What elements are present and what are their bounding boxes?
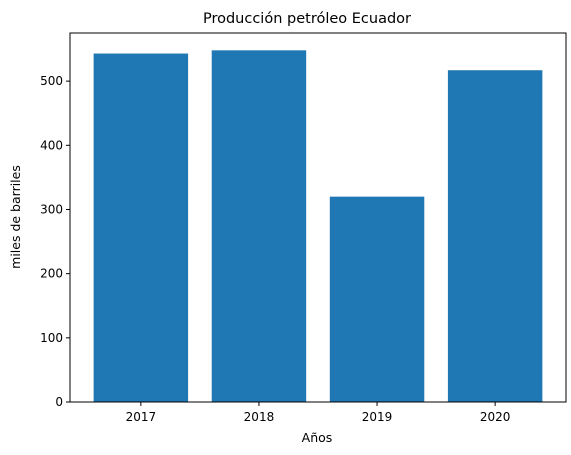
x-axis-ticks: 2017 2018 2019 2020 — [126, 402, 511, 424]
y-tick-label: 500 — [40, 74, 63, 88]
x-tick-label: 2017 — [126, 410, 157, 424]
y-tick-label: 0 — [55, 395, 63, 409]
x-tick-label: 2018 — [244, 410, 275, 424]
y-tick-label: 300 — [40, 202, 63, 216]
bar-2019 — [329, 196, 425, 402]
y-axis-label: miles de barriles — [8, 165, 23, 269]
y-axis-ticks: 0 100 200 300 400 500 — [40, 74, 70, 409]
x-axis-label: Años — [302, 430, 333, 445]
y-tick-label: 100 — [40, 331, 63, 345]
bar-2020 — [447, 70, 543, 402]
chart-title: Producción petróleo Ecuador — [203, 11, 411, 27]
y-tick-label: 400 — [40, 138, 63, 152]
x-tick-label: 2019 — [362, 410, 393, 424]
bar-2018 — [211, 50, 307, 402]
bar-2017 — [93, 53, 189, 403]
y-tick-label: 200 — [40, 267, 63, 281]
x-tick-label: 2020 — [480, 410, 511, 424]
plot-frame — [69, 32, 567, 403]
bars-group — [93, 50, 543, 403]
